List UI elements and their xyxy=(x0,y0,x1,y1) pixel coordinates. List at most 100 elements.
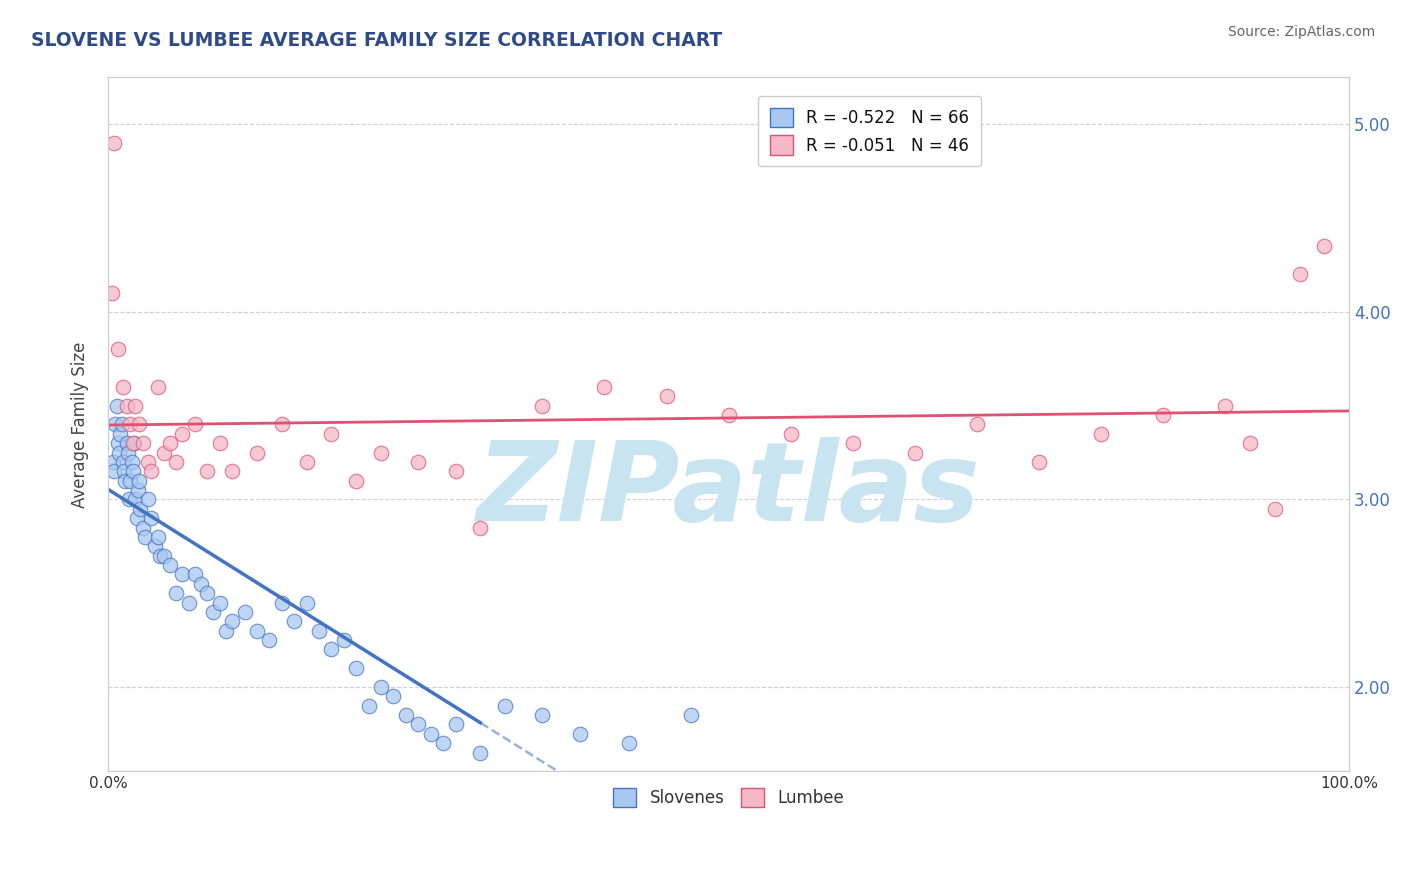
Point xyxy=(233,605,256,619)
Point xyxy=(103,136,125,150)
Point xyxy=(333,633,356,648)
Point xyxy=(419,727,441,741)
Point xyxy=(432,736,454,750)
Point xyxy=(125,511,148,525)
Point xyxy=(717,408,740,422)
Point xyxy=(153,445,176,459)
Point xyxy=(208,596,231,610)
Point xyxy=(382,690,405,704)
Point xyxy=(184,417,207,432)
Point xyxy=(136,455,159,469)
Point xyxy=(128,417,150,432)
Point xyxy=(115,436,138,450)
Point xyxy=(118,492,141,507)
Point xyxy=(1213,399,1236,413)
Point xyxy=(1028,455,1050,469)
Point xyxy=(655,389,678,403)
Point xyxy=(132,520,155,534)
Text: ZIPatlas: ZIPatlas xyxy=(477,436,980,543)
Point xyxy=(408,455,430,469)
Point xyxy=(295,455,318,469)
Point xyxy=(107,436,129,450)
Point xyxy=(270,596,292,610)
Legend: Slovenes, Lumbee: Slovenes, Lumbee xyxy=(605,780,853,815)
Point xyxy=(134,530,156,544)
Point xyxy=(172,426,194,441)
Point xyxy=(779,426,801,441)
Point xyxy=(283,615,305,629)
Point xyxy=(531,399,554,413)
Point xyxy=(1288,268,1310,282)
Point xyxy=(132,436,155,450)
Point xyxy=(1264,501,1286,516)
Point xyxy=(444,717,467,731)
Point xyxy=(111,417,134,432)
Point xyxy=(184,567,207,582)
Point xyxy=(1090,426,1112,441)
Point xyxy=(308,624,330,638)
Point xyxy=(146,530,169,544)
Point xyxy=(165,586,187,600)
Point xyxy=(129,501,152,516)
Point xyxy=(124,492,146,507)
Point xyxy=(115,399,138,413)
Point xyxy=(121,464,143,478)
Point xyxy=(321,426,343,441)
Point xyxy=(111,380,134,394)
Point xyxy=(370,680,392,694)
Point xyxy=(165,455,187,469)
Point xyxy=(108,445,131,459)
Point xyxy=(370,445,392,459)
Point xyxy=(215,624,238,638)
Point xyxy=(141,511,163,525)
Point xyxy=(966,417,988,432)
Point xyxy=(470,746,492,760)
Point xyxy=(159,558,181,572)
Point xyxy=(120,417,142,432)
Point xyxy=(259,633,281,648)
Point xyxy=(143,539,166,553)
Point xyxy=(531,708,554,723)
Point xyxy=(221,615,243,629)
Point xyxy=(101,455,124,469)
Point xyxy=(208,436,231,450)
Point xyxy=(568,727,591,741)
Point xyxy=(153,549,176,563)
Point xyxy=(202,605,225,619)
Point xyxy=(444,464,467,478)
Point xyxy=(114,474,136,488)
Point xyxy=(904,445,927,459)
Point xyxy=(117,445,139,459)
Point xyxy=(121,455,143,469)
Point xyxy=(619,736,641,750)
Point xyxy=(494,698,516,713)
Point xyxy=(246,624,269,638)
Point xyxy=(105,399,128,413)
Text: SLOVENE VS LUMBEE AVERAGE FAMILY SIZE CORRELATION CHART: SLOVENE VS LUMBEE AVERAGE FAMILY SIZE CO… xyxy=(31,31,723,50)
Point xyxy=(295,596,318,610)
Point xyxy=(1152,408,1174,422)
Point xyxy=(470,520,492,534)
Point xyxy=(104,417,127,432)
Point xyxy=(177,596,200,610)
Point xyxy=(127,483,149,497)
Point xyxy=(111,455,134,469)
Point xyxy=(344,661,367,675)
Point xyxy=(120,474,142,488)
Point xyxy=(681,708,703,723)
Point xyxy=(408,717,430,731)
Point xyxy=(172,567,194,582)
Point xyxy=(103,464,125,478)
Point xyxy=(141,464,163,478)
Point xyxy=(128,474,150,488)
Point xyxy=(270,417,292,432)
Point xyxy=(1239,436,1261,450)
Point xyxy=(593,380,616,394)
Point xyxy=(246,445,269,459)
Point xyxy=(110,426,132,441)
Point xyxy=(122,436,145,450)
Point xyxy=(190,577,212,591)
Point xyxy=(149,549,172,563)
Point xyxy=(121,436,143,450)
Point xyxy=(112,464,135,478)
